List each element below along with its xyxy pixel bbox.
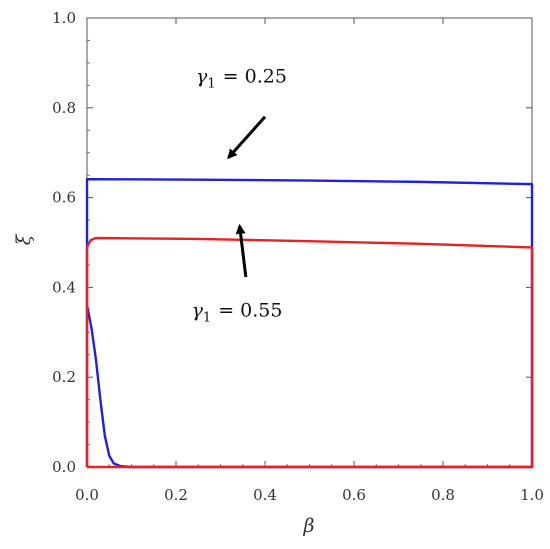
series-line-2 [85,236,534,469]
x-tick-label: 0.2 [164,486,188,504]
annotation-symbol: γ [196,65,208,87]
x-tick-label: 0.4 [253,486,277,504]
annotation-label-1: γ1 = 0.25 [196,65,287,91]
series-line-1 [85,177,534,469]
x-ticks: 0.0 0.2 0.4 0.6 0.8 1.0 [75,18,544,504]
x-tick-label: 1.0 [520,486,544,504]
annotation-value: = 0.25 [223,65,287,87]
annotation-arrow-2 [235,223,248,278]
y-tick-label: 0.2 [52,368,76,386]
x-axis-label: β [303,515,315,537]
plot-frame [86,17,533,468]
series-layer [85,177,534,469]
annotation-value: = 0.55 [218,299,282,321]
y-tick-label: 0.6 [52,189,76,207]
x-tick-label: 0.8 [431,486,455,504]
y-axis-label: ξ [13,233,35,245]
y-ticks: 0.0 0.2 0.4 0.6 0.8 1.0 [52,9,532,476]
annotation-subscript: 1 [207,76,215,91]
y-tick-label: 0.8 [52,99,76,117]
y-tick-label: 0.0 [52,458,76,476]
annotation-symbol: γ [192,299,204,321]
annotation-arrow-1 [227,115,267,160]
y-tick-label: 1.0 [52,9,76,27]
x-tick-label: 0.0 [75,486,99,504]
annotation-label-2: γ1 = 0.55 [192,299,283,325]
y-tick-label: 0.4 [52,278,76,296]
annotation-subscript: 1 [203,310,211,325]
x-tick-label: 0.6 [342,486,366,504]
